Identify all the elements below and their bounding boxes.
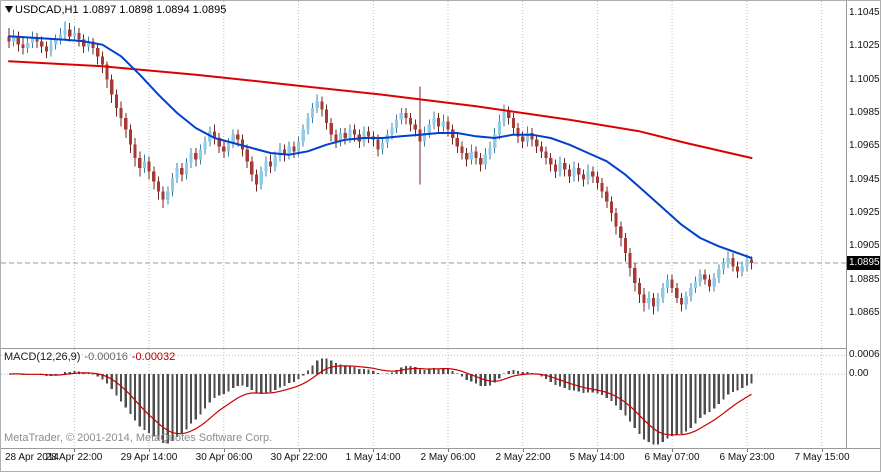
macd-axis-tick: 0.00 (849, 368, 868, 379)
symbol-name: USDCAD,H1 (15, 4, 79, 16)
symbol-marker-icon (5, 6, 13, 13)
candles (7, 21, 753, 314)
price-axis-tick: 1.0985 (849, 107, 880, 118)
time-axis-label: 5 May 14:00 (569, 452, 624, 463)
macd-signal-value: -0.00032 (132, 351, 175, 363)
price-axis-tick: 1.0865 (849, 307, 880, 318)
ma-fast-blue (9, 36, 752, 258)
time-axis-label: 30 Apr 22:00 (271, 452, 328, 463)
price-axis-tick: 1.0945 (849, 174, 880, 185)
time-axis-label: 6 May 07:00 (644, 452, 699, 463)
macd-main-value: -0.00016 (84, 351, 127, 363)
macd-indicator-label: MACD(12,26,9) -0.00016 -0.00032 (4, 351, 175, 363)
time-axis-label: 29 Apr 14:00 (121, 452, 178, 463)
time-axis-label: 2 May 22:00 (495, 452, 550, 463)
price-axis-tick: 1.0885 (849, 274, 880, 285)
time-axis-label: 7 May 15:00 (794, 452, 849, 463)
time-axis-label: 1 May 14:00 (345, 452, 400, 463)
panel-splitter[interactable] (1, 348, 880, 349)
ohlc-values: 1.0897 1.0898 1.0894 1.0895 (83, 4, 227, 16)
macd-histogram (9, 358, 752, 444)
price-axis-tick: 1.1025 (849, 40, 880, 51)
price-axis-tick: 1.1045 (849, 7, 880, 18)
metatrader-chart-window: USDCAD,H1 1.0897 1.0898 1.0894 1.0895 MAC… (0, 0, 881, 472)
time-axis[interactable]: 28 Apr 201428 Apr 22:0029 Apr 14:0030 Ap… (1, 449, 880, 472)
price-axis-tick: 1.1005 (849, 74, 880, 85)
time-axis-label: 28 Apr 22:00 (46, 452, 103, 463)
symbol-ohlc-label: USDCAD,H1 1.0897 1.0898 1.0894 1.0895 (15, 4, 226, 16)
macd-name: MACD(12,26,9) (4, 351, 80, 363)
time-axis-label: 2 May 06:00 (420, 452, 475, 463)
macd-axis-tick: 0.00062 (849, 349, 881, 360)
time-axis-label: 30 Apr 06:00 (196, 452, 253, 463)
time-axis-label: 6 May 23:00 (719, 452, 774, 463)
macd-chart-canvas[interactable] (1, 349, 846, 448)
price-axis-tick: 1.0965 (849, 140, 880, 151)
bid-price-tag: 1.0895 (847, 256, 880, 270)
price-axis-tick: 1.0925 (849, 207, 880, 218)
price-chart-canvas[interactable] (1, 1, 846, 348)
price-axis-tick: 1.0905 (849, 240, 880, 251)
price-axis[interactable]: 1.0895 1.1045 1.1025 1.1005 1.0985 1.0965 1.0… (847, 1, 880, 448)
